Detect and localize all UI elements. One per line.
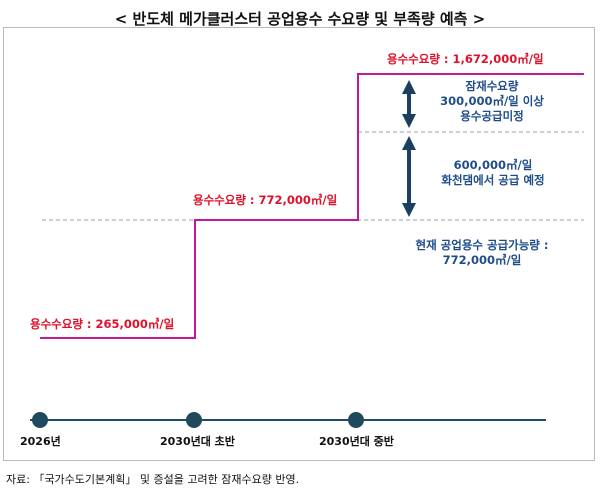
timeline-dot-2026 bbox=[32, 412, 48, 428]
latent-demand-line-2: 300,000㎥/일 이상 bbox=[440, 94, 544, 108]
latent-demand-line-3: 용수공급미정 bbox=[460, 109, 524, 123]
demand-label-mid-2030s: 용수수요량 : 1,672,000㎥/일 bbox=[387, 52, 544, 66]
latent-demand-arrow bbox=[402, 80, 416, 128]
hwacheon-dam-annotation: 600,000㎥/일 화천댐에서 공급 예정 bbox=[428, 158, 558, 188]
diagram-frame bbox=[3, 27, 595, 461]
timeline-label-early-2030s: 2030년대 초반 bbox=[160, 435, 235, 448]
page-title: < 반도체 메가클러스터 공업용수 수요량 및 부족량 예측 > bbox=[114, 10, 486, 28]
timeline-label-mid-2030s: 2030년대 중반 bbox=[319, 435, 394, 448]
demand-label-early-2030s: 용수수요량 : 772,000㎥/일 bbox=[193, 193, 338, 207]
hwacheon-supply-arrow bbox=[402, 136, 416, 217]
timeline-dot-mid-2030s bbox=[348, 412, 364, 428]
source-note: 자료: 「국가수도기본계획」 및 증설을 고려한 잠재수요량 반영. bbox=[6, 473, 300, 486]
hwacheon-dam-line-1: 600,000㎥/일 bbox=[453, 158, 533, 172]
current-supply-annotation: 현재 공업용수 공급가능량 : 772,000㎥/일 bbox=[388, 238, 576, 268]
latent-demand-annotation: 잠재수요량 300,000㎥/일 이상 용수공급미정 bbox=[432, 79, 552, 124]
latent-demand-line-1: 잠재수요량 bbox=[465, 79, 519, 93]
hwacheon-dam-line-2: 화천댐에서 공급 예정 bbox=[441, 173, 545, 187]
timeline-dot-early-2030s bbox=[186, 412, 202, 428]
timeline-label-2026: 2026년 bbox=[20, 435, 61, 448]
demand-step-line bbox=[40, 73, 584, 339]
current-supply-line-2: 772,000㎥/일 bbox=[442, 253, 522, 267]
demand-label-2026: 용수수요량 : 265,000㎥/일 bbox=[30, 317, 175, 331]
current-supply-line-1: 현재 공업용수 공급가능량 : bbox=[415, 238, 549, 252]
